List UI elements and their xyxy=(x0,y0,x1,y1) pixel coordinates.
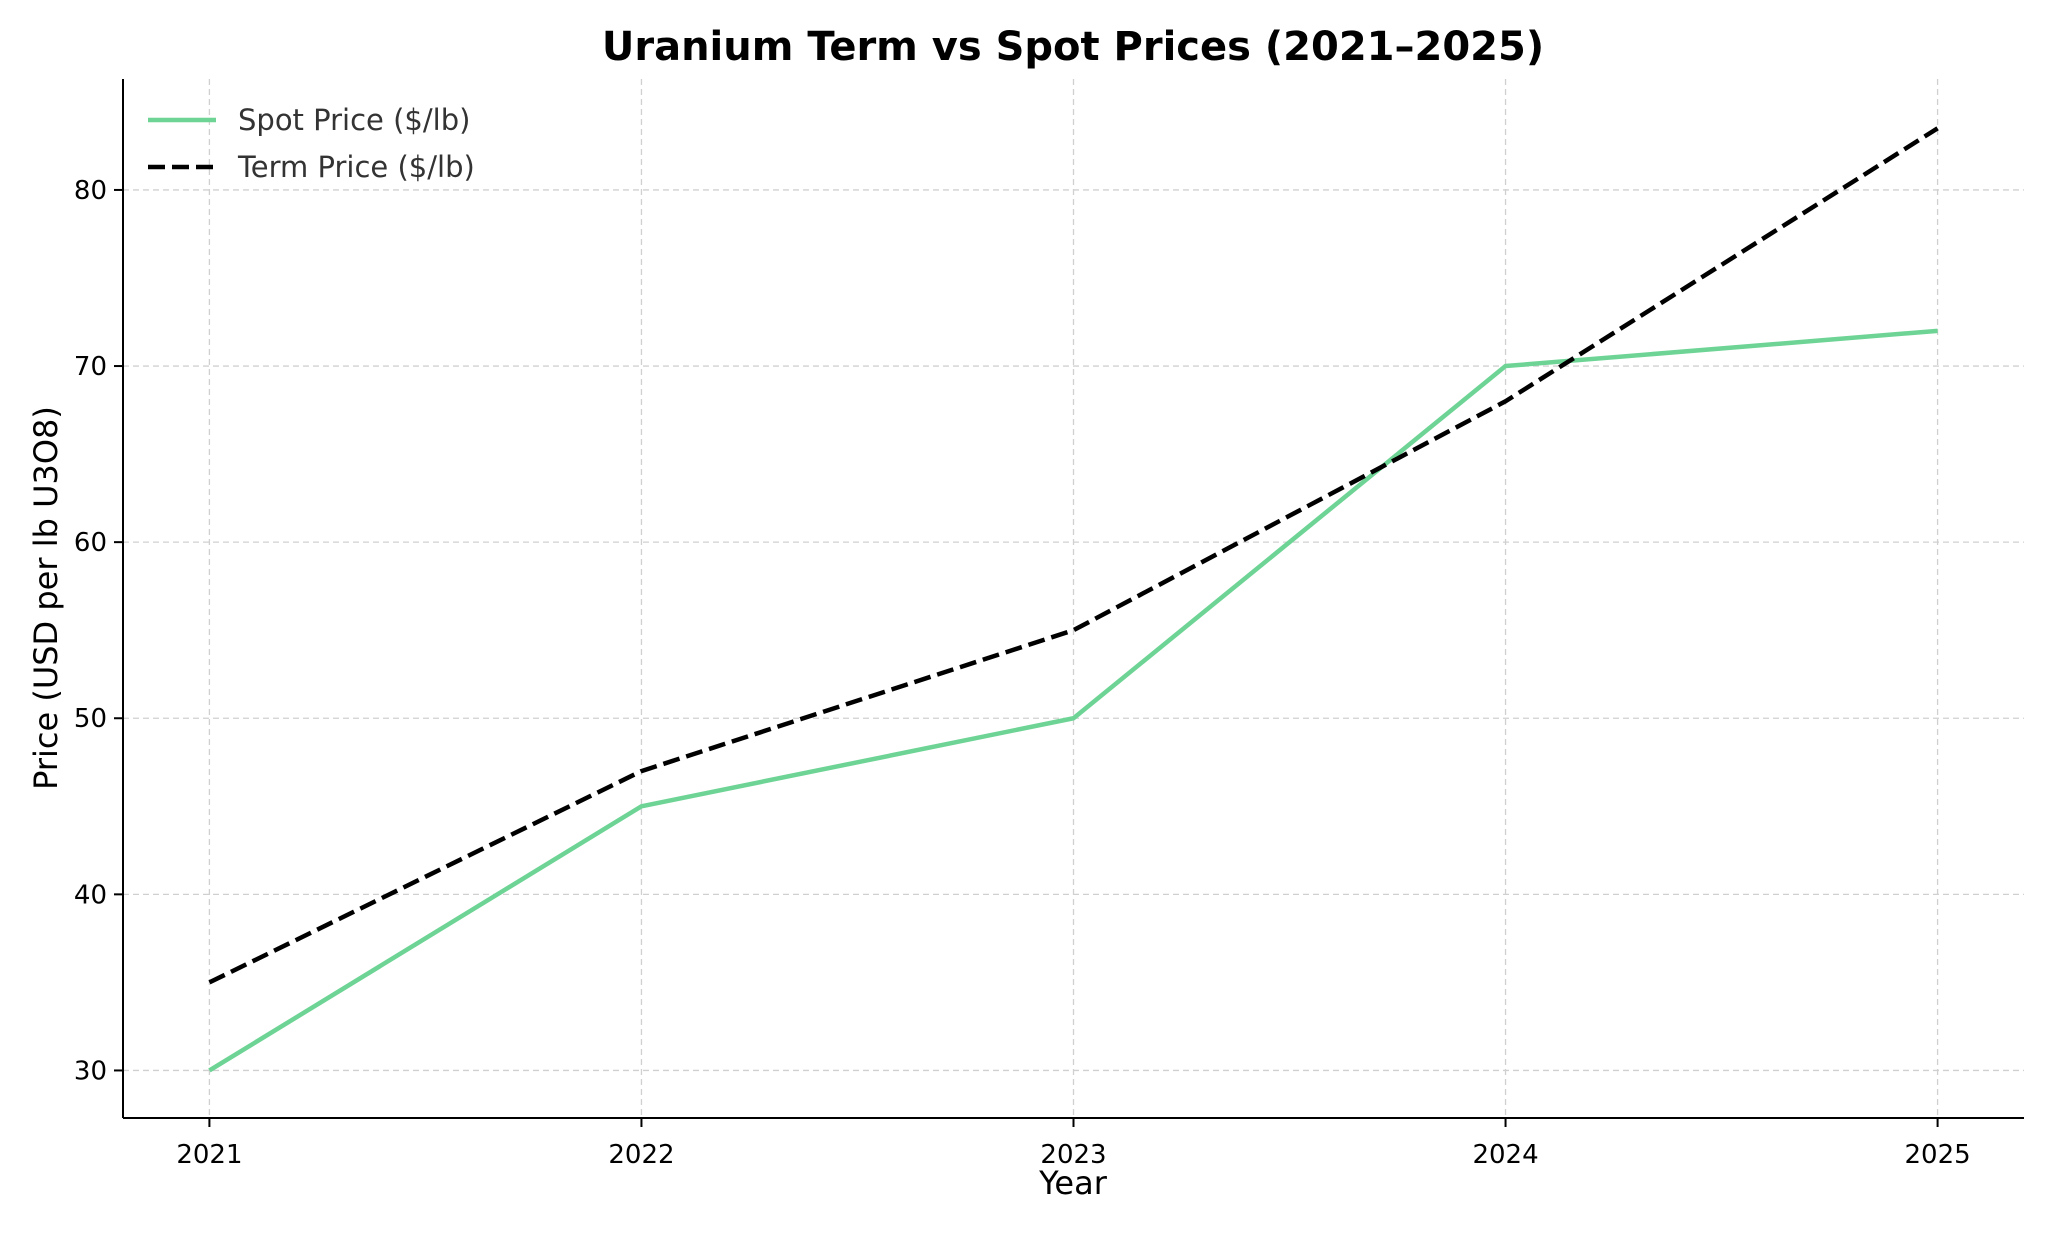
y-tick-label: 40 xyxy=(74,880,107,910)
x-tick-label: 2021 xyxy=(176,1140,242,1170)
chart-title: Uranium Term vs Spot Prices (2021–2025) xyxy=(602,24,1544,70)
x-tick-label: 2022 xyxy=(608,1140,674,1170)
y-tick-label: 60 xyxy=(74,528,107,558)
legend-label: Term Price ($/lb) xyxy=(237,150,475,184)
y-tick-label: 50 xyxy=(74,704,107,734)
x-tick-label: 2024 xyxy=(1472,1140,1538,1170)
legend: Spot Price ($/lb) Term Price ($/lb) xyxy=(148,103,475,184)
y-tick-label: 80 xyxy=(74,176,107,206)
y-tick-label: 70 xyxy=(74,352,107,382)
legend-label: Spot Price ($/lb) xyxy=(238,103,470,137)
y-tick-label: 30 xyxy=(74,1056,107,1086)
grid xyxy=(123,79,2024,1118)
x-axis-label: Year xyxy=(1038,1164,1108,1202)
x-tick-label: 2025 xyxy=(1905,1140,1971,1170)
y-axis-label: Price (USD per lb U3O8) xyxy=(27,406,65,790)
